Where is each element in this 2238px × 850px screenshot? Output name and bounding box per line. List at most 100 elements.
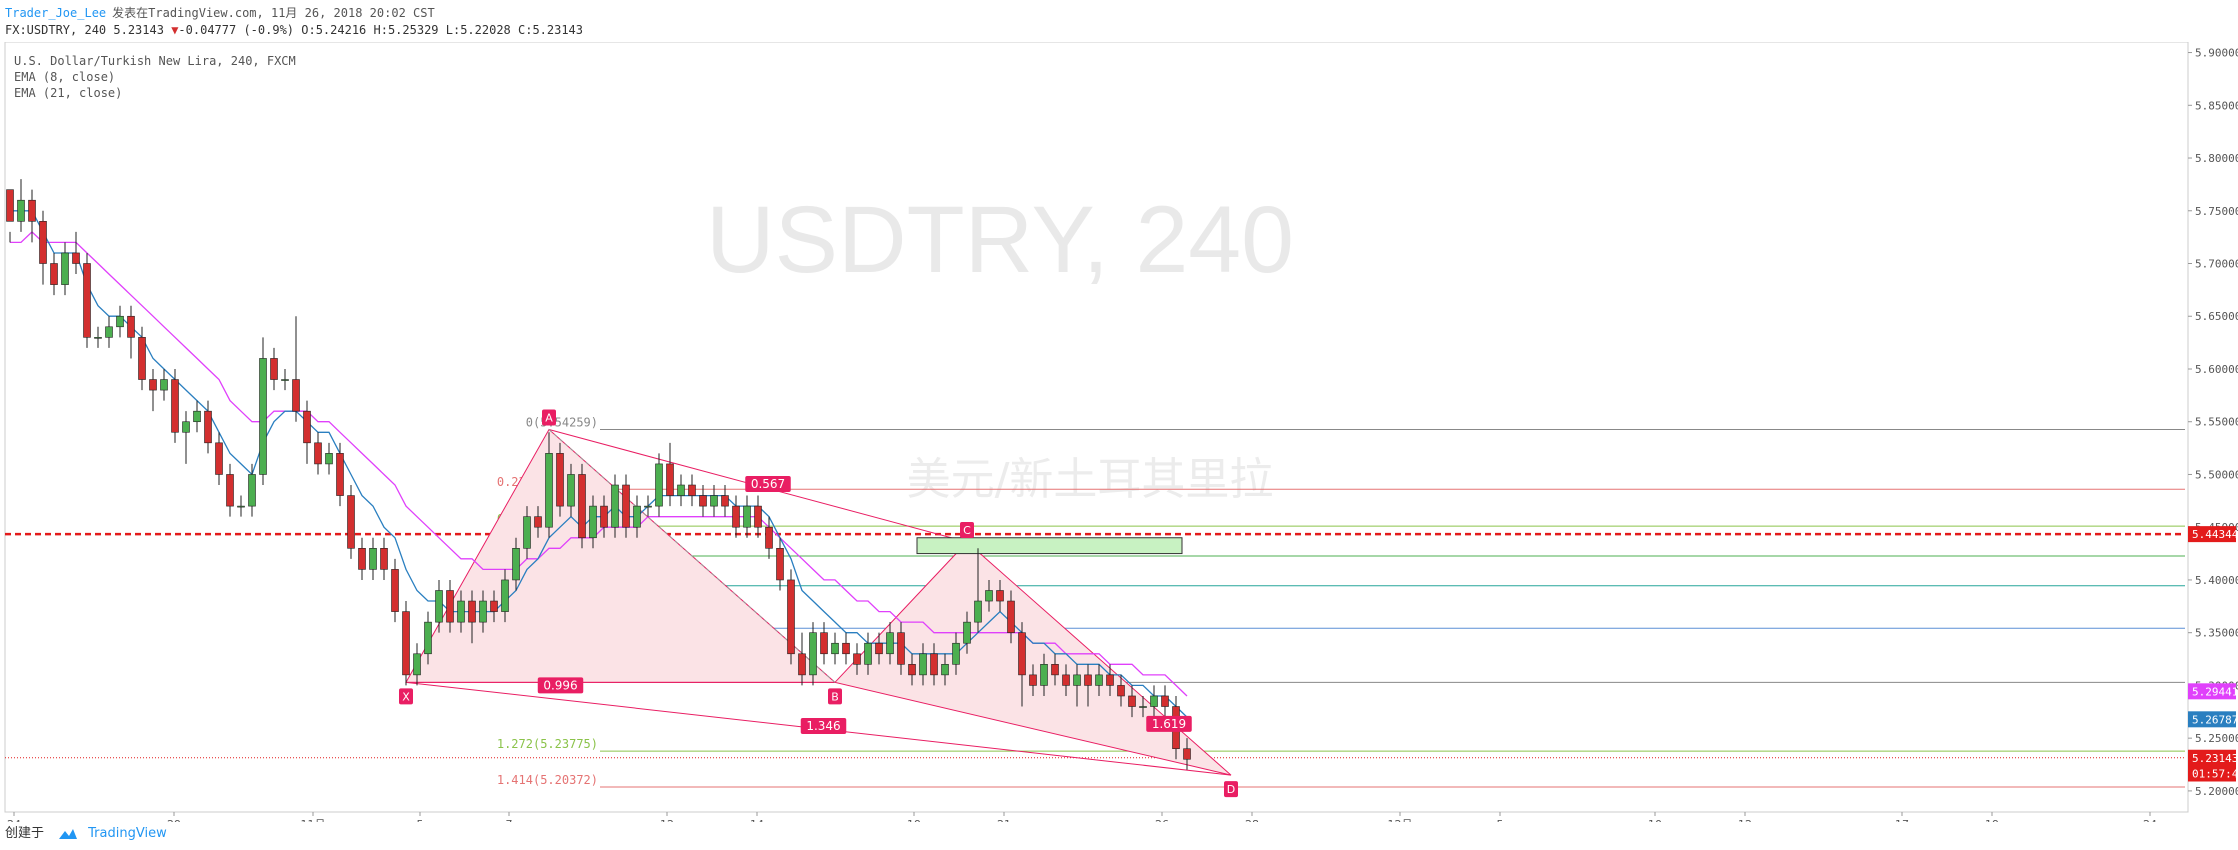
- candle-body: [226, 474, 234, 507]
- candle-body: [435, 590, 443, 623]
- author-link[interactable]: Trader_Joe_Lee: [5, 6, 107, 20]
- legend-title: U.S. Dollar/Turkish New Lira, 240, FXCM: [14, 54, 296, 68]
- pattern-labels: X A B C D 0.996 0.567 1.346 1.619: [399, 409, 1238, 798]
- candle-body: [292, 379, 300, 412]
- candle-body: [798, 653, 806, 676]
- time-tick-label: 19: [907, 818, 921, 822]
- candle-body: [17, 199, 25, 222]
- candle-body: [369, 548, 377, 570]
- fib-level-label: 1.272(5.23775): [497, 737, 598, 751]
- ratio-xad-bg: [800, 718, 847, 735]
- candle-body: [171, 379, 179, 433]
- footer: 创建于 TradingView: [5, 822, 167, 841]
- point-X-label: X: [402, 690, 410, 703]
- candle-body: [512, 548, 520, 581]
- candle-body: [94, 337, 102, 339]
- candle-body: [776, 548, 784, 581]
- candle-body: [908, 664, 916, 676]
- price-badge: 01:57:45: [2192, 768, 2238, 781]
- candle-body: [853, 653, 861, 665]
- candle-body: [149, 379, 157, 391]
- price-badge-bg: [2188, 526, 2236, 543]
- ohlc-values: O:5.24216 H:5.25329 L:5.22028 C:5.23143: [301, 23, 584, 37]
- candle-body: [1106, 674, 1114, 686]
- candle-body: [1018, 632, 1026, 676]
- candle-body: [952, 642, 960, 665]
- candle-body: [1128, 695, 1136, 707]
- candle-body: [1040, 664, 1048, 686]
- chart-header: Trader_Joe_Lee 发表在TradingView.com, 11月 26…: [0, 0, 2238, 40]
- ratio-bcd: 1.619: [1152, 717, 1186, 731]
- ratio-xab: 0.996: [543, 678, 577, 692]
- candle-body: [1150, 695, 1158, 707]
- price-badge: 5.29441: [2192, 685, 2238, 698]
- candle-body: [6, 189, 14, 222]
- candle-body: [402, 611, 410, 676]
- candle-body: [578, 474, 586, 539]
- candle-body: [270, 358, 278, 380]
- candle-body: [820, 632, 828, 655]
- candle-body: [633, 505, 641, 528]
- ratio-abc: 0.567: [751, 477, 785, 491]
- candle-body: [919, 653, 927, 676]
- candle-body: [347, 495, 355, 549]
- candle-body: [523, 516, 531, 549]
- time-tick-label: 12月: [1388, 818, 1413, 822]
- candle-body: [160, 379, 168, 391]
- ratio-abc-bg: [745, 475, 791, 492]
- time-tick-label: 12: [1738, 818, 1752, 822]
- candle-body: [336, 453, 344, 496]
- candle-body: [1062, 674, 1070, 686]
- tradingview-brand[interactable]: TradingView: [88, 826, 167, 841]
- candle-body: [237, 505, 245, 508]
- price-tick-label: 5.90000: [2195, 47, 2238, 60]
- time-axis[interactable]: 24 29 11月 5 7 12 14 19 21 26 28 12月 5 10 12 17 19 24: [5, 811, 2185, 822]
- publish-info: 发表在TradingView.com, 11月 26, 2018 20:02 C…: [112, 6, 435, 20]
- candle-body: [1029, 674, 1037, 686]
- time-tick-label: 19: [1985, 818, 1999, 822]
- candle-body: [710, 495, 718, 507]
- price-chart[interactable]: USDTRY, 240 美元/新土耳其里拉 0(5.54259)0.236(5.…: [0, 42, 2238, 822]
- candle-body: [490, 600, 498, 612]
- candle-body: [1084, 674, 1092, 686]
- price-axis[interactable]: 5.90000 5.85000 5.80000 5.75000 5.70000 5.650…: [2187, 42, 2238, 812]
- price-tick-label: 5.85000: [2195, 99, 2238, 112]
- candle-body: [666, 463, 674, 496]
- candle-body: [732, 505, 740, 528]
- candle-body: [1161, 695, 1169, 707]
- time-tick-label: 5: [417, 818, 424, 822]
- symbol-quote: FX:USDTRY, 240 5.23143: [5, 23, 164, 37]
- time-tick-label: 14: [750, 818, 764, 822]
- candle-body: [864, 642, 872, 665]
- time-tick-label: 24: [7, 818, 21, 822]
- candle-body: [1051, 664, 1059, 676]
- time-tick-label: 24: [2143, 818, 2157, 822]
- price-tick-label: 5.50000: [2195, 468, 2238, 481]
- ema-8-line: [10, 210, 1188, 718]
- price-tick-label: 5.55000: [2195, 416, 2238, 429]
- price-badge-bg: [2188, 711, 2236, 728]
- candle-body: [325, 453, 333, 465]
- ema-lines: [10, 210, 1188, 718]
- time-tick-label: 12: [660, 818, 674, 822]
- time-tick-label: 28: [1245, 818, 1259, 822]
- price-badge-bg: [2188, 765, 2236, 782]
- candle-body: [248, 474, 256, 507]
- legend-ema-fast[interactable]: EMA (8, close): [14, 70, 115, 84]
- price-tick-label: 5.35000: [2195, 627, 2238, 640]
- candle-body: [875, 642, 883, 655]
- legend-ema-slow[interactable]: EMA (21, close): [14, 86, 122, 100]
- candle-body: [61, 252, 69, 285]
- price-tick-label: 5.20000: [2195, 785, 2238, 798]
- target-zone-box: [916, 537, 1183, 555]
- candle-body: [72, 252, 80, 264]
- created-with-label: 创建于: [5, 826, 45, 841]
- candle-body: [930, 653, 938, 676]
- candle-body: [1073, 674, 1081, 686]
- point-D-bg: [1224, 781, 1238, 798]
- price-badge: 5.23143: [2192, 752, 2238, 765]
- time-tick-label: 5: [1497, 818, 1504, 822]
- candle-body: [545, 453, 553, 528]
- time-tick-label: 21: [997, 818, 1011, 822]
- candle-body: [787, 579, 795, 655]
